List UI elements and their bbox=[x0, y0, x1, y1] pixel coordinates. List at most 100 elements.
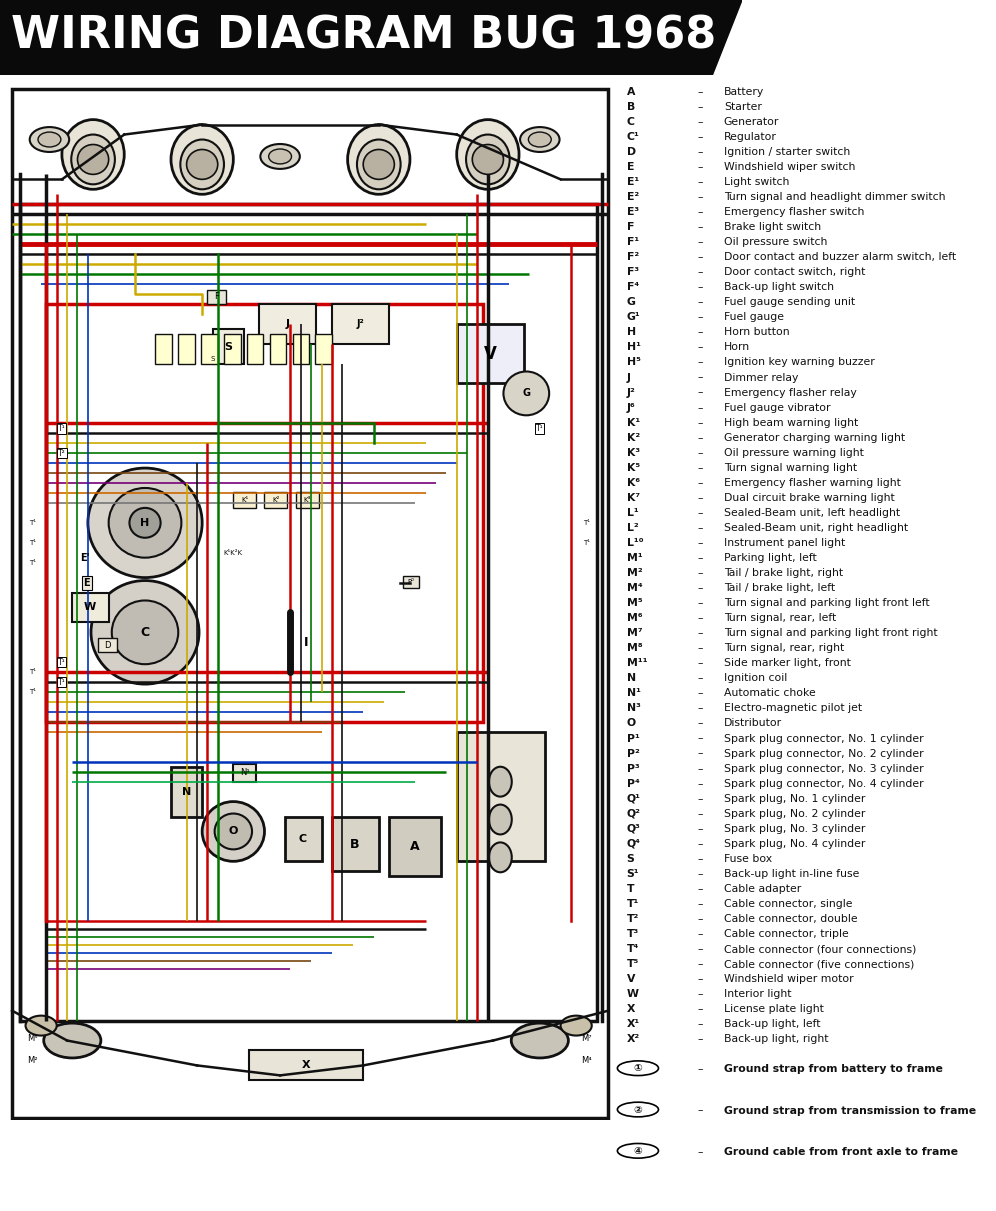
Text: –: – bbox=[697, 357, 703, 367]
Text: Spark plug, No. 3 cylinder: Spark plug, No. 3 cylinder bbox=[724, 823, 866, 834]
Text: Oil pressure switch: Oil pressure switch bbox=[724, 237, 828, 247]
Bar bbox=[212, 328, 244, 363]
Text: WIRING DIAGRAM BUG 1968: WIRING DIAGRAM BUG 1968 bbox=[11, 15, 716, 58]
Text: –: – bbox=[697, 839, 703, 849]
Circle shape bbox=[618, 1143, 658, 1158]
Ellipse shape bbox=[489, 804, 512, 834]
Text: –: – bbox=[697, 673, 703, 683]
Text: Q³: Q³ bbox=[626, 823, 640, 834]
Text: –: – bbox=[697, 568, 703, 578]
Text: T¹: T¹ bbox=[583, 540, 590, 546]
Text: A: A bbox=[410, 840, 420, 853]
Text: P¹: P¹ bbox=[626, 734, 639, 744]
Circle shape bbox=[129, 507, 160, 538]
Text: Turn signal and parking light front right: Turn signal and parking light front righ… bbox=[724, 629, 937, 638]
Text: D: D bbox=[626, 147, 635, 157]
Text: –: – bbox=[697, 162, 703, 172]
Text: E³: E³ bbox=[626, 207, 638, 217]
Circle shape bbox=[112, 601, 178, 664]
Text: –: – bbox=[697, 207, 703, 217]
Text: T¹: T¹ bbox=[536, 424, 544, 432]
Text: –: – bbox=[697, 718, 703, 729]
Text: Emergency flasher relay: Emergency flasher relay bbox=[724, 388, 857, 397]
Text: Windshield wiper motor: Windshield wiper motor bbox=[724, 974, 854, 985]
Text: P²: P² bbox=[626, 748, 639, 758]
Text: T¹: T¹ bbox=[58, 424, 66, 432]
Ellipse shape bbox=[62, 120, 124, 189]
Text: L¹⁰: L¹⁰ bbox=[626, 538, 643, 549]
Text: E: E bbox=[626, 162, 634, 172]
Ellipse shape bbox=[489, 767, 512, 797]
Text: T¹: T¹ bbox=[626, 899, 639, 909]
Text: Ground cable from front axle to frame: Ground cable from front axle to frame bbox=[724, 1147, 958, 1157]
Text: X: X bbox=[302, 1061, 311, 1071]
Text: –: – bbox=[697, 793, 703, 804]
Text: Fuse box: Fuse box bbox=[724, 854, 772, 863]
Bar bbox=[402, 575, 419, 587]
Text: T⁴: T⁴ bbox=[626, 945, 639, 954]
Text: –: – bbox=[697, 613, 703, 624]
Bar bbox=[171, 767, 202, 816]
Text: Spark plug connector, No. 3 cylinder: Spark plug connector, No. 3 cylinder bbox=[724, 764, 923, 774]
Text: W: W bbox=[84, 602, 96, 613]
Text: M⁷: M⁷ bbox=[626, 629, 642, 638]
Text: I: I bbox=[304, 636, 309, 649]
Bar bbox=[47, 304, 483, 722]
Text: T¹: T¹ bbox=[29, 689, 36, 695]
Text: –: – bbox=[697, 823, 703, 834]
Text: E': E' bbox=[80, 552, 90, 563]
Text: F¹: F¹ bbox=[626, 237, 639, 247]
Text: Spark plug, No. 1 cylinder: Spark plug, No. 1 cylinder bbox=[724, 793, 866, 804]
Text: B: B bbox=[626, 102, 635, 111]
Text: X²: X² bbox=[626, 1034, 640, 1044]
Text: K³: K³ bbox=[304, 497, 311, 503]
Text: –: – bbox=[697, 688, 703, 699]
Circle shape bbox=[78, 144, 109, 174]
Text: C: C bbox=[140, 626, 149, 639]
Text: –: – bbox=[697, 629, 703, 638]
Text: Cable connector (five connections): Cable connector (five connections) bbox=[724, 959, 914, 969]
Text: Spark plug, No. 2 cylinder: Spark plug, No. 2 cylinder bbox=[724, 809, 866, 819]
Text: –: – bbox=[697, 598, 703, 608]
Text: T⁵: T⁵ bbox=[626, 959, 639, 969]
Text: High beam warning light: High beam warning light bbox=[724, 418, 859, 427]
Text: S¹: S¹ bbox=[626, 869, 639, 879]
Text: L¹: L¹ bbox=[626, 507, 638, 518]
Bar bbox=[178, 334, 195, 363]
Text: License plate light: License plate light bbox=[724, 1004, 824, 1015]
Text: –: – bbox=[697, 102, 703, 111]
Bar bbox=[20, 205, 597, 1021]
Text: N³: N³ bbox=[626, 704, 640, 713]
Text: T³: T³ bbox=[626, 929, 639, 939]
Text: T²: T² bbox=[58, 448, 66, 458]
Text: Horn button: Horn button bbox=[724, 327, 790, 338]
Text: Q¹: Q¹ bbox=[626, 793, 640, 804]
Text: –: – bbox=[697, 312, 703, 322]
Text: Q⁴: Q⁴ bbox=[626, 839, 640, 849]
Text: C: C bbox=[299, 834, 307, 844]
Text: –: – bbox=[697, 1034, 703, 1044]
Bar bbox=[293, 334, 309, 363]
Ellipse shape bbox=[30, 127, 69, 151]
Ellipse shape bbox=[260, 144, 300, 168]
Text: Cable adapter: Cable adapter bbox=[724, 884, 801, 894]
Text: Turn signal and headlight dimmer switch: Turn signal and headlight dimmer switch bbox=[724, 193, 945, 202]
Text: J⁶: J⁶ bbox=[626, 402, 635, 413]
Circle shape bbox=[109, 488, 181, 558]
Text: M⁵: M⁵ bbox=[28, 1034, 38, 1043]
Text: Ignition / starter switch: Ignition / starter switch bbox=[724, 147, 851, 157]
Bar bbox=[247, 334, 264, 363]
Text: –: – bbox=[697, 779, 703, 788]
Text: –: – bbox=[697, 432, 703, 443]
Ellipse shape bbox=[26, 1016, 57, 1035]
Text: K¹K²K: K¹K²K bbox=[224, 550, 243, 556]
Text: –: – bbox=[697, 584, 703, 593]
Text: Light switch: Light switch bbox=[724, 177, 789, 186]
Text: M²: M² bbox=[28, 1056, 38, 1064]
Text: Dual circuit brake warning light: Dual circuit brake warning light bbox=[724, 493, 894, 503]
Text: Regulator: Regulator bbox=[724, 132, 777, 142]
Text: –: – bbox=[697, 373, 703, 383]
Text: Cable connector, single: Cable connector, single bbox=[724, 899, 853, 909]
Text: ④: ④ bbox=[633, 1146, 642, 1155]
Text: –: – bbox=[697, 1106, 703, 1115]
